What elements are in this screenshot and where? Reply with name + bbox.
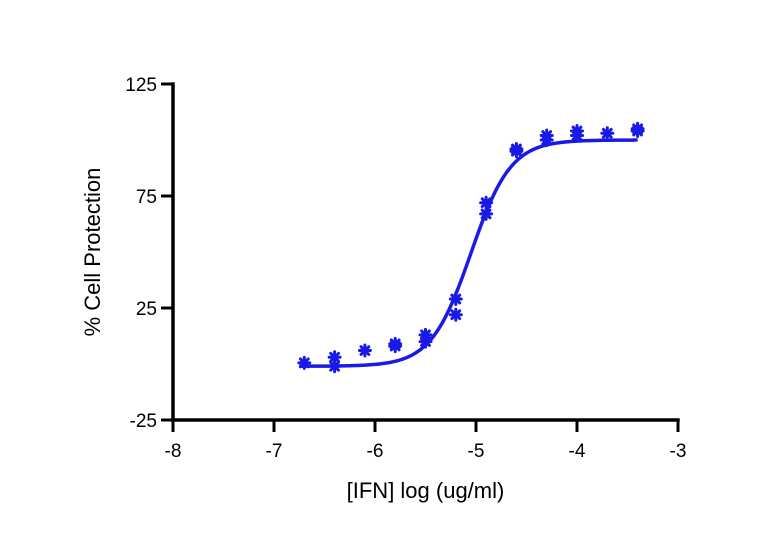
x-axis-title: [IFN] log (ug/ml) <box>347 478 505 503</box>
data-point <box>327 350 342 365</box>
x-tick-label: -3 <box>670 441 687 462</box>
data-point <box>357 343 372 358</box>
data-point <box>388 339 403 354</box>
x-tick-label: -4 <box>569 441 586 462</box>
data-point <box>539 133 554 147</box>
data-point <box>479 206 494 221</box>
data-point <box>630 124 645 139</box>
x-tick-label: -8 <box>165 441 182 462</box>
x-tick-label: -5 <box>468 441 485 462</box>
data-point <box>327 359 342 374</box>
plot-marks <box>297 121 645 374</box>
y-tick-label: -25 <box>130 411 157 432</box>
data-point <box>297 355 312 370</box>
data-point <box>570 128 584 143</box>
axes: -25 25 75 125 -8 -7 -6 -5 -4 -3 <box>125 75 686 462</box>
y-axis-ticks: -25 25 75 125 <box>125 75 173 432</box>
data-point <box>509 144 524 159</box>
data-point <box>448 307 463 322</box>
y-tick-label: 125 <box>125 75 157 96</box>
y-tick-label: 75 <box>136 187 157 208</box>
y-tick-label: 25 <box>136 299 157 320</box>
data-point <box>418 334 433 349</box>
data-point <box>479 195 494 210</box>
data-point <box>448 292 463 307</box>
x-axis-ticks: -8 -7 -6 -5 -4 -3 <box>165 420 687 462</box>
fit-curve <box>299 138 638 368</box>
data-point <box>600 126 615 141</box>
x-tick-label: -6 <box>367 441 384 462</box>
y-axis-title: % Cell Protection <box>80 168 105 337</box>
x-tick-label: -7 <box>266 441 283 462</box>
